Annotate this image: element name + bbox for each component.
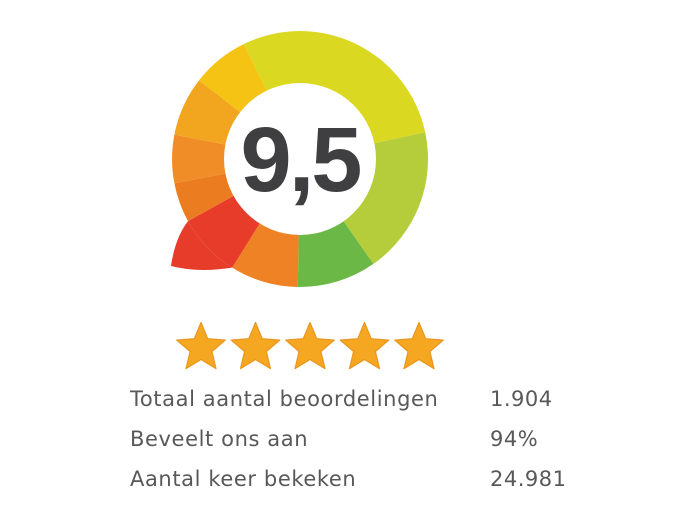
donut-tail — [171, 221, 233, 270]
stat-value: 1.904 — [490, 387, 553, 411]
stat-value: 24.981 — [490, 467, 567, 491]
star-icon — [339, 322, 390, 370]
rating-donut — [171, 31, 429, 288]
score-value: 9,5 — [240, 108, 363, 211]
star-icon — [230, 322, 281, 370]
stat-label: Aantal keer bekeken — [130, 467, 357, 491]
stats-table: Totaal aantal beoordelingen 1.904 Beveel… — [130, 379, 590, 499]
stat-row: Beveelt ons aan 94% — [130, 419, 590, 459]
stat-row: Aantal keer bekeken 24.981 — [130, 459, 590, 499]
stat-label: Beveelt ons aan — [130, 427, 309, 451]
donut-center — [224, 83, 376, 235]
stat-row: Totaal aantal beoordelingen 1.904 — [130, 379, 590, 419]
star-icon — [394, 322, 444, 370]
stat-value: 94% — [490, 427, 539, 451]
star-icon — [285, 322, 335, 370]
star-icon — [176, 322, 226, 370]
stat-label: Totaal aantal beoordelingen — [130, 387, 439, 411]
star-rating — [176, 322, 444, 370]
